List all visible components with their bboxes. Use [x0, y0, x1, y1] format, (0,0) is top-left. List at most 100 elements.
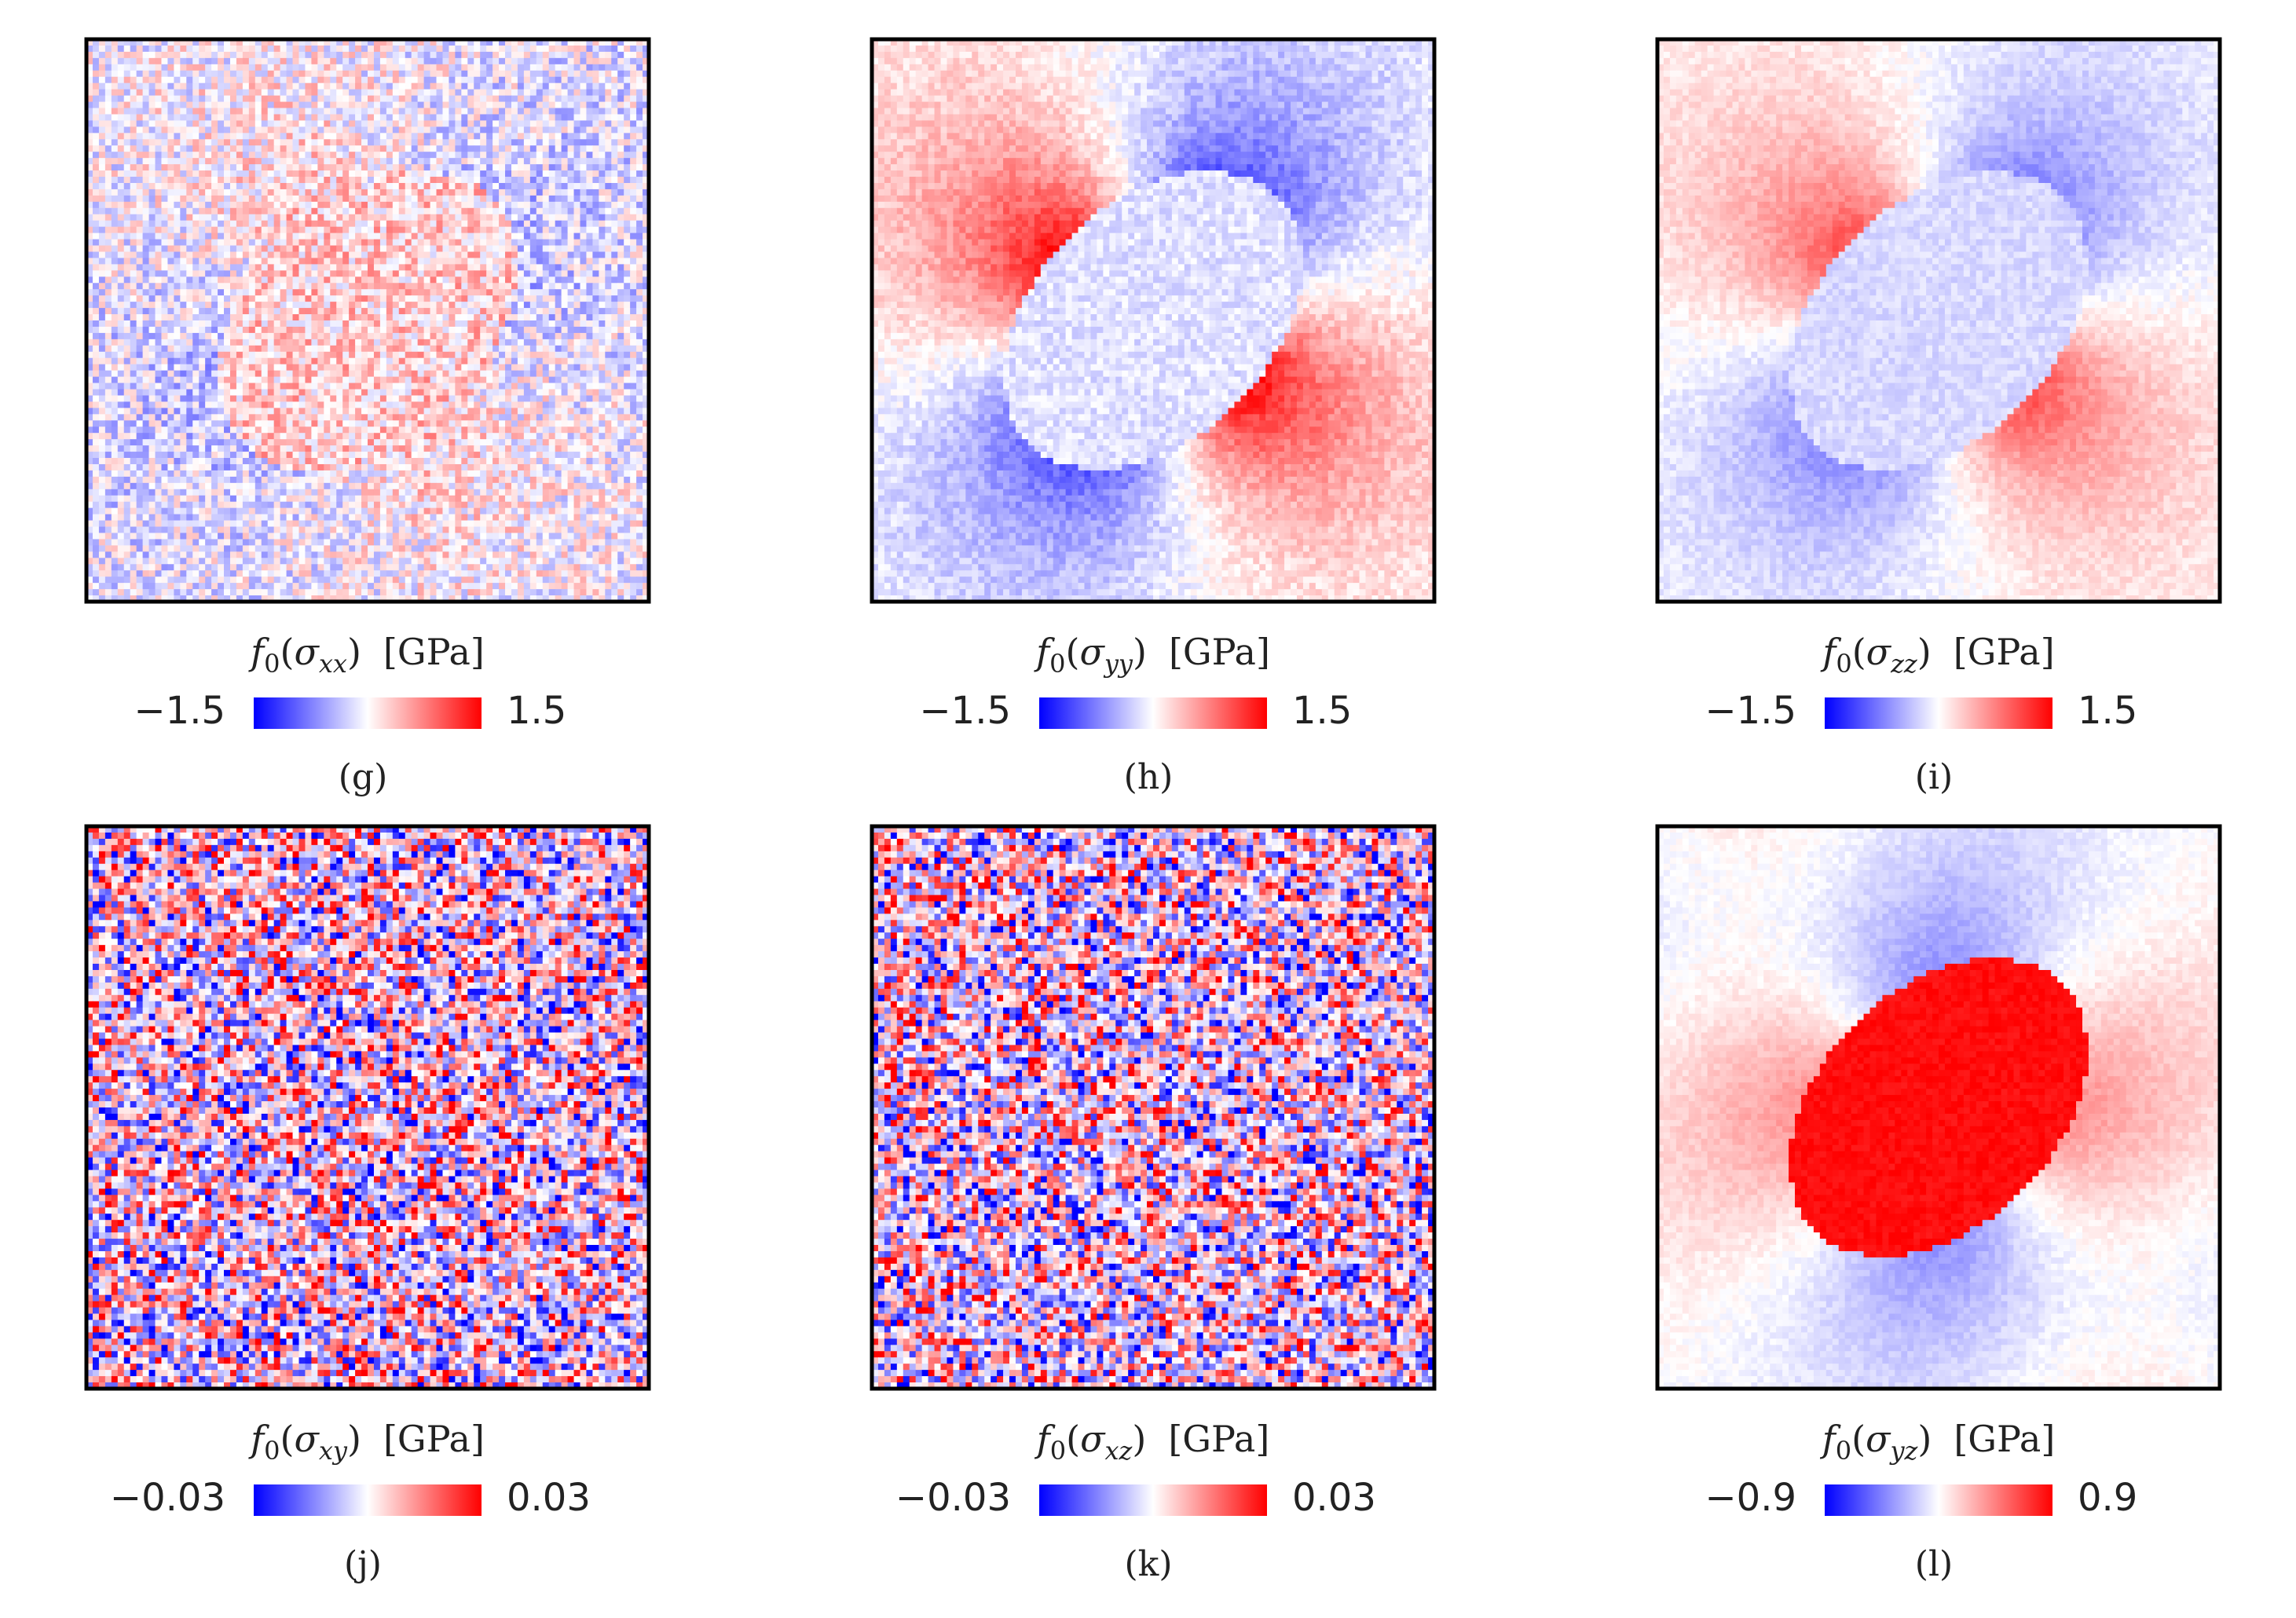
heatmap-cell	[192, 58, 200, 65]
heatmap-cell	[568, 90, 575, 97]
heatmap-cell	[99, 77, 106, 84]
heatmap-cell	[430, 77, 438, 84]
heatmap-cell	[624, 64, 631, 71]
heatmap-cell	[430, 52, 438, 59]
heatmap-cell	[161, 77, 168, 84]
heatmap-cell	[505, 64, 512, 71]
heatmap-cell	[449, 46, 456, 53]
heatmap-cell	[280, 58, 287, 65]
heatmap-cell	[298, 46, 306, 53]
heatmap-cell	[249, 64, 256, 71]
heatmap-cell	[543, 77, 550, 84]
heatmap-cell	[361, 83, 368, 90]
heatmap-cell	[149, 64, 156, 71]
heatmap-cell	[449, 83, 456, 90]
heatmap-cell	[218, 58, 225, 65]
heatmap-cell	[118, 46, 125, 53]
heatmap-cell	[380, 90, 387, 97]
heatmap-cell	[386, 58, 394, 65]
heatmap-cell	[568, 52, 575, 59]
heatmap-cell	[543, 46, 550, 53]
heatmap-cell	[186, 77, 193, 84]
heatmap-cell	[105, 83, 112, 90]
heatmap-cell	[161, 71, 168, 78]
heatmap-cell	[412, 83, 419, 90]
heatmap-cell	[386, 52, 394, 59]
heatmap-cell	[211, 64, 218, 71]
heatmap-cell	[562, 52, 569, 59]
heatmap-cell	[562, 58, 569, 65]
heatmap-cell	[199, 46, 206, 53]
heatmap-cell	[467, 58, 474, 65]
heatmap-cell	[224, 71, 231, 78]
heatmap-cell	[311, 77, 318, 84]
heatmap-cell	[355, 52, 362, 59]
heatmap-cell	[511, 64, 518, 71]
heatmap-cell	[499, 64, 506, 71]
heatmap-cell	[298, 83, 306, 90]
heatmap-cell	[255, 71, 262, 78]
heatmap-cell	[280, 90, 287, 97]
heatmap-cell	[167, 90, 174, 97]
heatmap-cell	[418, 71, 425, 78]
heatmap-cell	[430, 46, 438, 53]
heatmap-cell	[424, 71, 431, 78]
heatmap-cell	[524, 83, 531, 90]
heatmap-cell	[218, 52, 225, 59]
heatmap-cell	[393, 83, 400, 90]
heatmap-cell	[186, 58, 193, 65]
heatmap-cell	[374, 58, 381, 65]
heatmap-cell	[192, 96, 200, 103]
heatmap-cell	[418, 58, 425, 65]
heatmap-cell	[349, 71, 356, 78]
heatmap-cell	[274, 46, 281, 53]
heatmap-cell	[305, 52, 312, 59]
heatmap-cell	[624, 71, 631, 78]
heatmap-cell	[486, 64, 493, 71]
heatmap-cell	[511, 58, 518, 65]
heatmap-cell	[580, 52, 587, 59]
heatmap-cell	[199, 83, 206, 90]
heatmap-cell	[186, 83, 193, 90]
heatmap-cell	[336, 58, 343, 65]
heatmap-cell	[167, 71, 174, 78]
heatmap-cell	[342, 83, 350, 90]
heatmap-cell	[355, 58, 362, 65]
heatmap-cell	[156, 46, 163, 53]
heatmap-cell	[624, 83, 631, 90]
heatmap-cell	[562, 90, 569, 97]
heatmap-cell	[180, 77, 187, 84]
heatmap-cell	[549, 46, 556, 53]
heatmap-cell	[349, 77, 356, 84]
heatmap-cell	[105, 90, 112, 97]
heatmap-cell	[442, 83, 449, 90]
heatmap-cell	[461, 46, 468, 53]
heatmap-cell	[268, 58, 275, 65]
heatmap-cell	[349, 90, 356, 97]
heatmap-cell	[161, 96, 168, 103]
heatmap-cell	[93, 77, 100, 84]
heatmap-cell	[424, 90, 431, 97]
heatmap-cell	[211, 58, 218, 65]
heatmap-cell	[393, 77, 400, 84]
heatmap-cell	[249, 58, 256, 65]
heatmap-cell	[161, 46, 168, 53]
heatmap-cell	[530, 77, 537, 84]
heatmap-cell	[592, 52, 599, 59]
heatmap-cell	[137, 58, 144, 65]
heatmap-cell	[405, 64, 412, 71]
heatmap-cell	[330, 64, 337, 71]
heatmap-cell	[236, 71, 244, 78]
heatmap-cell	[205, 90, 212, 97]
heatmap-cell	[324, 46, 331, 53]
heatmap-cell	[293, 83, 300, 90]
heatmap-cell	[124, 77, 131, 84]
heatmap-cell	[156, 83, 163, 90]
heatmap-cell	[124, 52, 131, 59]
heatmap-cell	[630, 83, 637, 90]
heatmap-cell	[368, 77, 375, 84]
heatmap-cell	[636, 52, 643, 59]
heatmap-cell	[137, 52, 144, 59]
heatmap-cell	[599, 77, 606, 84]
heatmap-cell	[493, 64, 500, 71]
